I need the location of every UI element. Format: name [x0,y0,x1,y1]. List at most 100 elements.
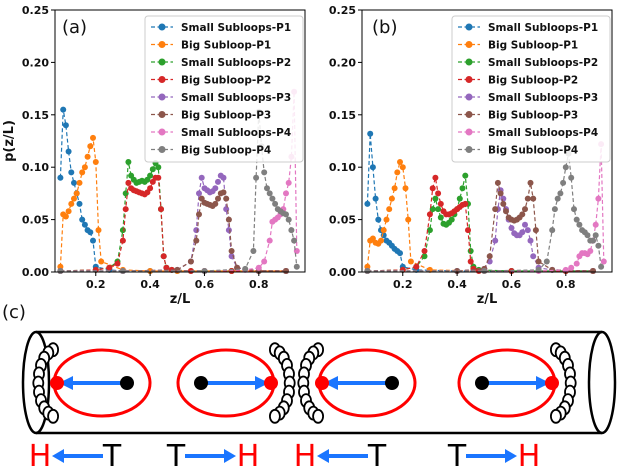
legend-marker [158,128,166,136]
legend-label: Small Subloops-P4 [488,127,598,139]
data-point [590,237,596,244]
head-dot [315,376,329,390]
data-point [378,237,384,244]
data-point [465,227,471,234]
data-point [535,266,542,273]
data-point [98,258,105,265]
data-point [285,216,292,223]
legend-marker [465,41,473,48]
legend-marker [158,111,166,118]
data-point [568,264,575,271]
data-point [261,169,268,176]
data-point [119,268,126,274]
head-letter: H [294,439,317,474]
chart-panel-b: 0.00 0.05 0.10 0.15 0.20 0.25 0.2 0.4 0.6 0.8 z/L S… [329,4,613,307]
data-point [405,216,412,223]
data-point [87,143,94,150]
x-tick-label: 0.4 [447,278,467,291]
subloop-unit [297,342,417,424]
legend-label: Big Subloop-P2 [488,75,578,87]
data-point [215,178,221,185]
tail-dot [120,376,134,390]
data-point [590,268,596,274]
data-point [600,258,607,265]
data-point [494,179,501,186]
y-tick-label: 0.20 [329,56,356,69]
data-point [264,185,270,192]
legend-marker [158,58,166,66]
data-point [250,248,257,254]
legend-label: Small Subloops-P4 [181,127,291,139]
data-point [448,216,455,223]
data-point [437,214,444,221]
legend-marker [465,111,473,118]
data-point [163,264,170,271]
data-point [228,248,235,254]
x-tick-label: 0.6 [502,278,522,291]
data-point [228,253,235,260]
data-point [196,211,202,218]
orientation-arrowhead [59,376,73,390]
tail-dot [194,376,208,390]
tail-letter: T [367,439,387,474]
data-point [81,221,88,228]
data-point [527,179,534,186]
data-point [87,229,94,236]
data-point [76,179,83,186]
data-point [215,195,221,202]
data-point [65,208,72,215]
y-tick-label: 0.15 [22,109,49,122]
x-tick-label: 0.4 [140,278,160,291]
chart-panel-a: 0.00 0.05 0.10 0.15 0.20 0.25 0.2 0.4 0.6 0.8 z/L p… [2,4,306,307]
data-point [198,174,205,181]
data-point [60,106,67,113]
data-point [595,195,602,202]
head-dot [545,376,559,390]
data-point [220,174,227,181]
head-letter: H [518,439,541,474]
data-point [598,263,605,270]
legend: Small Subloops-P1 Big Subloop-P1 Small Sub… [451,15,611,163]
x-tick-label: 0.6 [195,278,215,291]
data-point [522,221,528,228]
y-tick-label: 0.25 [22,4,49,17]
y-tick-label: 0.00 [22,266,49,279]
data-point [68,169,75,176]
data-point [65,148,72,155]
data-point [364,268,371,274]
data-point [383,216,390,223]
data-point [386,206,393,213]
legend-marker [158,23,166,31]
tail-letter: T [447,439,467,474]
data-point [125,159,132,165]
data-point [367,130,374,137]
data-point [149,166,156,173]
data-point [364,200,371,207]
data-point [364,263,371,270]
data-point [79,216,86,223]
data-point [576,221,583,228]
data-point [394,169,401,176]
data-point [503,208,509,215]
data-point [500,200,507,207]
data-point [372,195,379,202]
y-tick-label: 0.00 [329,266,356,279]
data-point [557,190,564,197]
subloop-unit [176,342,296,424]
data-point [492,237,499,244]
y-tick-label: 0.05 [329,214,356,227]
data-point [272,200,279,207]
data-point [592,232,599,239]
data-point [90,134,96,141]
data-point [530,253,537,260]
data-point [255,264,262,271]
legend-label: Big Subloop-P4 [181,145,271,157]
data-point [57,268,64,274]
legend-label: Big Subloop-P3 [488,110,578,122]
data-point [587,248,594,254]
series-line-3 [367,175,593,272]
data-point [527,237,534,244]
data-point [573,216,580,223]
data-point [519,211,526,218]
data-point [160,253,167,260]
